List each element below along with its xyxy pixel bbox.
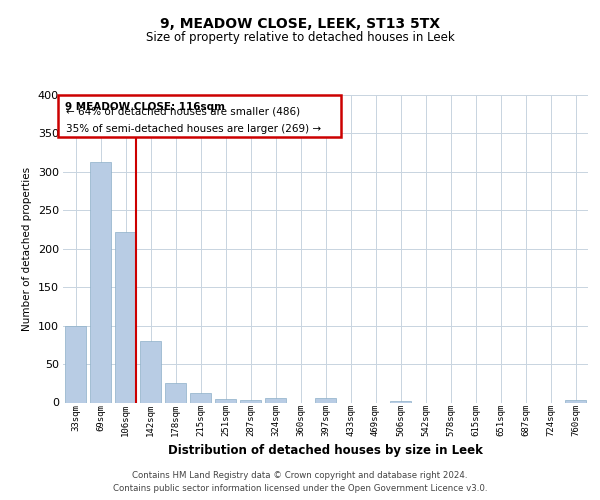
Text: Contains HM Land Registry data © Crown copyright and database right 2024.: Contains HM Land Registry data © Crown c… (132, 471, 468, 480)
Bar (190, 394, 211, 402)
X-axis label: Distribution of detached houses by size in Leek: Distribution of detached houses by size … (168, 444, 483, 458)
Bar (215, 398, 236, 402)
Y-axis label: Number of detached properties: Number of detached properties (22, 166, 32, 331)
Bar (115, 232, 136, 402)
Bar (240, 400, 261, 402)
Bar (140, 341, 161, 402)
Bar (390, 401, 411, 402)
Text: 9 MEADOW CLOSE: 116sqm: 9 MEADOW CLOSE: 116sqm (65, 102, 225, 112)
Text: 9, MEADOW CLOSE, LEEK, ST13 5TX: 9, MEADOW CLOSE, LEEK, ST13 5TX (160, 18, 440, 32)
Bar (65, 326, 86, 402)
Bar (315, 398, 336, 402)
FancyBboxPatch shape (58, 95, 341, 136)
Text: ← 64% of detached houses are smaller (486): ← 64% of detached houses are smaller (48… (65, 106, 300, 117)
Bar (265, 398, 286, 402)
Bar (165, 382, 186, 402)
Bar (90, 162, 111, 402)
Bar (565, 400, 586, 402)
Text: 35% of semi-detached houses are larger (269) →: 35% of semi-detached houses are larger (… (65, 124, 321, 134)
Text: Size of property relative to detached houses in Leek: Size of property relative to detached ho… (146, 31, 454, 44)
Text: Contains public sector information licensed under the Open Government Licence v3: Contains public sector information licen… (113, 484, 487, 493)
